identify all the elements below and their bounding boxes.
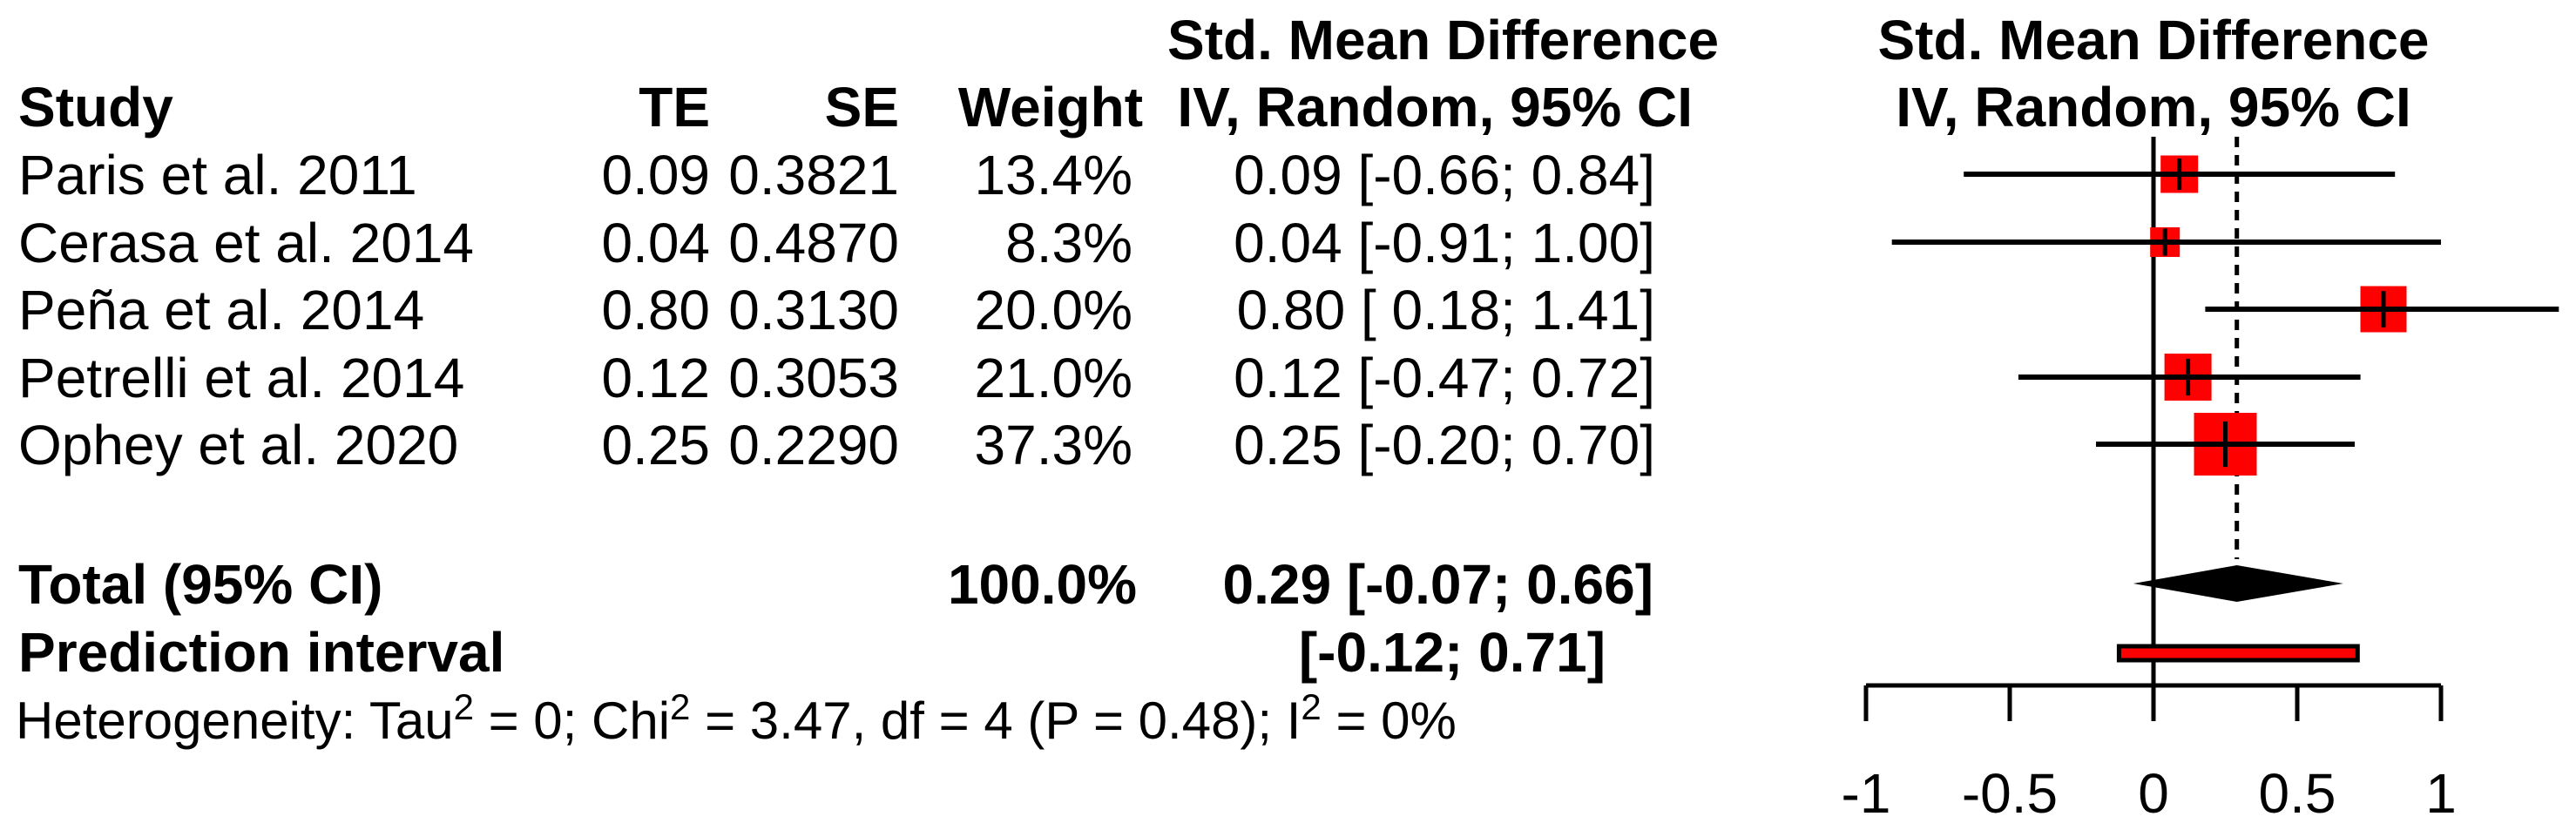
prediction-interval-label: Prediction interval (18, 621, 505, 684)
total-row-weight: 100.0% (947, 553, 1137, 616)
table-row-weight: 8.3% (1005, 212, 1132, 274)
table-row-study: Paris et al. 2011 (18, 144, 417, 206)
table-header-effect-line1: Std. Mean Difference (1167, 9, 1720, 71)
table-row-weight: 37.3% (974, 414, 1132, 476)
table-row-weight: 20.0% (974, 279, 1132, 341)
pooled-effect-diamond (2133, 565, 2343, 602)
table-row-study: Petrelli et al. 2014 (18, 347, 465, 409)
x-axis-tick-label: 0.5 (2259, 762, 2336, 825)
superscript-2: 2 (453, 686, 474, 727)
x-axis-tick-label: 0 (2138, 762, 2169, 825)
plot-header-effect-line2: IV, Random, 95% CI (1896, 76, 2411, 138)
heterogeneity-text: Heterogeneity: Tau (16, 692, 454, 750)
superscript-2: 2 (670, 686, 691, 727)
heterogeneity-text: = 3.47, df = 4 (P = 0.48); I (690, 692, 1302, 750)
table-row-te: 0.12 (601, 347, 710, 409)
column-header-weight: Weight (957, 76, 1143, 138)
heterogeneity-text: = 0; Chi (473, 692, 671, 750)
prediction-interval-ci: [-0.12; 0.71] (1298, 621, 1606, 684)
table-row-se: 0.3053 (728, 347, 899, 409)
column-header-ci: IV, Random, 95% CI (1177, 76, 1693, 138)
table-row-weight: 21.0% (974, 347, 1132, 409)
table-row-se: 0.2290 (728, 414, 899, 476)
table-row-study: Ophey et al. 2020 (18, 414, 459, 476)
table-row-study: Peña et al. 2014 (18, 279, 425, 341)
table-row-se: 0.4870 (728, 212, 899, 274)
table-row-te: 0.04 (601, 212, 710, 274)
table-row-study: Cerasa et al. 2014 (18, 212, 474, 274)
table-row-te: 0.09 (601, 144, 710, 206)
table-row-ci: 0.04 [-0.91; 1.00] (1234, 212, 1655, 274)
table-row-ci: 0.25 [-0.20; 0.70] (1234, 414, 1655, 476)
prediction-interval-bar (2116, 644, 2360, 663)
superscript-2: 2 (1301, 686, 1322, 727)
table-row-te: 0.25 (601, 414, 710, 476)
x-axis-tick-label: 1 (2425, 762, 2457, 825)
table-row-se: 0.3821 (728, 144, 899, 206)
heterogeneity-note: Heterogeneity: Tau2 = 0; Chi2 = 3.47, df… (16, 689, 1457, 750)
table-row-se: 0.3130 (728, 279, 899, 341)
column-header-se: SE (824, 76, 899, 138)
heterogeneity-text: = 0% (1321, 692, 1457, 750)
table-row-ci: 0.12 [-0.47; 0.72] (1234, 347, 1655, 409)
x-axis-tick-label: -0.5 (1962, 762, 2058, 825)
table-row-te: 0.80 (601, 279, 710, 341)
column-header-te: TE (639, 76, 710, 138)
x-axis-tick-label: -1 (1842, 762, 1891, 825)
column-header-study: Study (18, 76, 173, 138)
total-row-label: Total (95% CI) (18, 553, 383, 616)
table-row-ci: 0.80 [ 0.18; 1.41] (1236, 279, 1655, 341)
plot-header-effect-line1: Std. Mean Difference (1877, 9, 2430, 71)
table-row-weight: 13.4% (974, 144, 1132, 206)
table-row-ci: 0.09 [-0.66; 0.84] (1234, 144, 1655, 206)
total-row-ci: 0.29 [-0.07; 0.66] (1222, 553, 1654, 616)
